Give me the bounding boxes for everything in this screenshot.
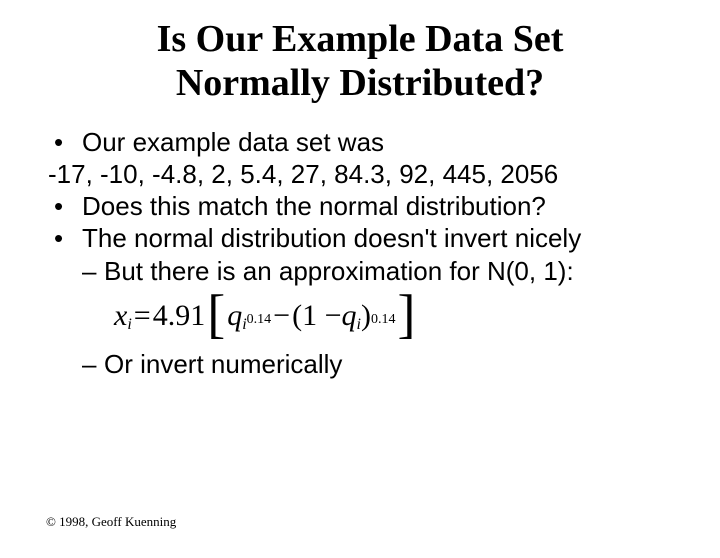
- formula-q2-sub: i: [356, 315, 360, 335]
- bullet-dot-icon: •: [48, 191, 82, 223]
- formula-exp1: 0.14: [247, 311, 272, 328]
- title-line-1: Is Our Example Data Set: [157, 18, 564, 60]
- slide-title: Is Our Example Data Set Normally Distrib…: [0, 18, 720, 105]
- bullet-1: • Our example data set was: [48, 127, 680, 159]
- sub-bullet-1: – But there is an approximation for N(0,…: [48, 256, 680, 288]
- bullet-dot-icon: •: [48, 223, 82, 255]
- dash-icon: –: [82, 349, 104, 381]
- bullet-1-text: Our example data set was: [82, 127, 680, 159]
- data-values-line: -17, -10, -4.8, 2, 5.4, 27, 84.3, 92, 44…: [48, 159, 680, 191]
- sub-bullet-2-text: Or invert numerically: [104, 349, 342, 381]
- bullet-dot-icon: •: [48, 127, 82, 159]
- formula-term2: (1 − qi)0.14: [292, 298, 395, 335]
- bullet-2-text: Does this match the normal distribution?: [82, 191, 680, 223]
- sub-bullet-2: – Or invert numerically: [48, 349, 680, 381]
- formula-x-sub: i: [127, 315, 131, 335]
- formula-eq: =: [134, 298, 151, 335]
- formula-term1: qi0.14: [227, 298, 271, 335]
- sub-bullet-1-text: But there is an approximation for N(0, 1…: [104, 256, 574, 288]
- slide-body: • Our example data set was -17, -10, -4.…: [48, 127, 680, 380]
- bullet-3-text: The normal distribution doesn't invert n…: [82, 223, 680, 255]
- dash-icon: –: [82, 256, 104, 288]
- formula-coef: 4.91: [153, 298, 206, 335]
- formula-q2: q: [341, 298, 356, 335]
- formula-lhs: xi: [114, 298, 132, 335]
- slide: Is Our Example Data Set Normally Distrib…: [0, 18, 720, 558]
- formula-minus: −: [273, 298, 290, 335]
- formula-exp2: 0.14: [371, 311, 396, 328]
- formula: xi = 4.91 [ qi0.14 − (1 − qi)0.14 ]: [114, 298, 680, 335]
- title-line-2: Normally Distributed?: [176, 62, 544, 104]
- formula-q1: q: [227, 298, 242, 335]
- formula-one-minus: 1 −: [302, 298, 341, 335]
- bullet-3: • The normal distribution doesn't invert…: [48, 223, 680, 255]
- formula-x: x: [114, 298, 127, 335]
- right-bracket-icon: ]: [397, 298, 415, 330]
- bullet-2: • Does this match the normal distributio…: [48, 191, 680, 223]
- copyright-footer: © 1998, Geoff Kuenning: [46, 514, 176, 530]
- left-bracket-icon: [: [207, 298, 225, 330]
